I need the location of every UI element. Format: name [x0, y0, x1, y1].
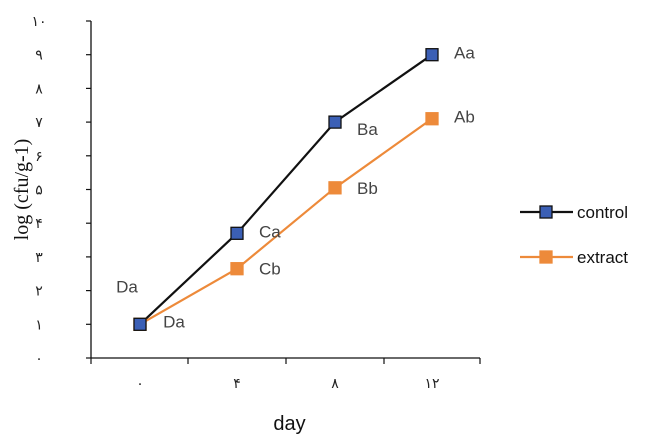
y-tick-label: ٠ [35, 351, 43, 367]
control-legend-label: control [577, 203, 628, 222]
y-tick-label: ۴ [35, 216, 43, 232]
y-tick-label: ٩ [35, 48, 43, 64]
legend: control extract [520, 203, 628, 267]
extract-legend-marker [539, 250, 553, 264]
control-marker [425, 48, 439, 62]
x-tick-label: ٨ [331, 376, 339, 392]
x-axis-title: day [273, 413, 305, 435]
axes [86, 20, 481, 364]
control-legend-marker [539, 205, 553, 219]
y-tick-label: ٢ [35, 284, 43, 300]
control-data-label: Aa [454, 44, 475, 63]
extract-marker [230, 262, 244, 276]
control-data-label: Ba [357, 120, 378, 139]
extract-series-line [139, 117, 433, 326]
y-axis-title: log (cfu/g-1) [11, 139, 33, 241]
control-marker [230, 226, 244, 240]
y-tick-label: ٨ [35, 81, 43, 97]
extract-legend-label: extract [577, 248, 628, 267]
point-labels: Da Ca Ba Aa Da Cb Bb Ab [116, 44, 475, 332]
x-tick-label: ١٢ [424, 376, 439, 392]
control-series-line [139, 53, 433, 326]
extract-marker [328, 181, 342, 195]
x-tick-label: ۴ [233, 376, 241, 392]
extract-data-label: Cb [259, 260, 281, 279]
extract-data-label: Da [163, 312, 185, 331]
control-data-label: Ca [259, 222, 281, 241]
extract-marker [425, 112, 439, 126]
y-tick-label: ۶ [35, 149, 43, 165]
y-tick-label: ٧ [35, 115, 43, 131]
control-data-label: Da [116, 277, 138, 296]
control-marker [133, 317, 147, 331]
y-tick-label: ١٠ [31, 14, 46, 30]
control-marker [328, 115, 342, 129]
extract-data-label: Ab [454, 108, 475, 127]
y-tick-label: ٣ [35, 250, 43, 266]
x-tick-label: ٠ [136, 376, 144, 392]
y-tick-label: ۵ [35, 183, 43, 199]
series-layer [133, 48, 439, 331]
extract-data-label: Bb [357, 179, 378, 198]
y-tick-label: ١ [35, 317, 43, 333]
